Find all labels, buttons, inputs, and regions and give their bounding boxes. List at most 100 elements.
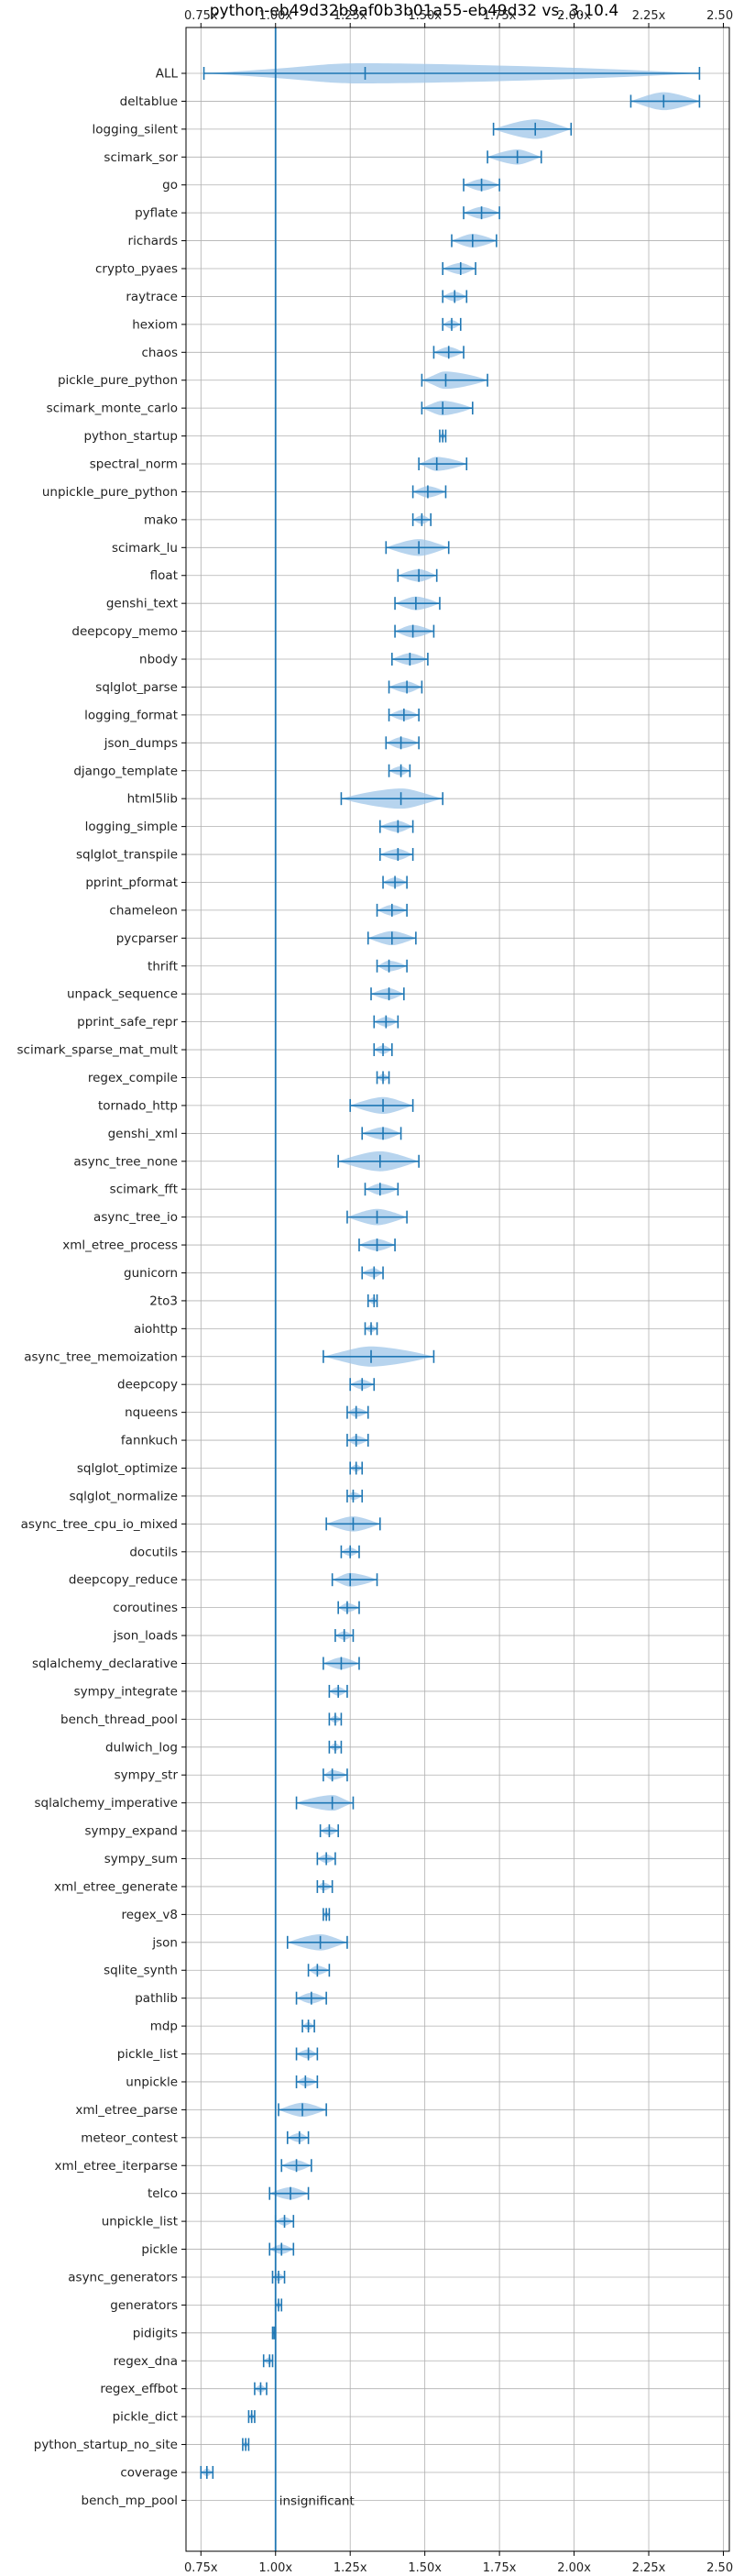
- category-label: ALL: [156, 67, 179, 82]
- category-label: sqlalchemy_imperative: [35, 1796, 179, 1811]
- category-label: bench_mp_pool: [82, 2493, 178, 2508]
- x-tick-label-top: 2.50x: [706, 9, 733, 23]
- category-label: scimark_monte_carlo: [47, 402, 178, 416]
- category-label: spectral_norm: [90, 457, 178, 472]
- category-label: pycparser: [116, 931, 179, 946]
- category-label: hexiom: [132, 317, 178, 332]
- x-tick-label-top: 2.25x: [632, 9, 666, 23]
- x-tick-label-top: 2.00x: [557, 9, 591, 23]
- x-tick-label-bottom: 1.50x: [408, 2561, 442, 2575]
- category-label: pickle_dict: [113, 2410, 178, 2425]
- category-label: deepcopy_reduce: [69, 1573, 178, 1588]
- category-label: deltablue: [120, 94, 178, 109]
- category-label: deepcopy_memo: [71, 624, 178, 639]
- category-label: gunicorn: [124, 1266, 178, 1281]
- category-label: telco: [148, 2186, 178, 2201]
- category-label: html5lib: [127, 792, 178, 807]
- category-label: fannkuch: [121, 1434, 178, 1448]
- category-label: scimark_sor: [104, 150, 178, 165]
- category-label: sympy_expand: [84, 1824, 178, 1839]
- category-label: logging_format: [84, 708, 178, 722]
- category-label: dulwich_log: [105, 1740, 178, 1755]
- category-label: aiohttp: [134, 1322, 178, 1337]
- x-tick-label-top: 1.25x: [334, 9, 367, 23]
- category-label: bench_thread_pool: [60, 1712, 178, 1727]
- category-label: float: [150, 568, 178, 583]
- category-label: async_tree_io: [93, 1210, 178, 1225]
- x-tick-label-top: 1.00x: [258, 9, 292, 23]
- category-label: python_startup_no_site: [34, 2438, 178, 2452]
- category-label: pickle: [141, 2242, 178, 2257]
- category-label: xml_etree_iterparse: [55, 2159, 179, 2174]
- category-label: mdp: [150, 2020, 178, 2034]
- category-label: scimark_fft: [110, 1183, 178, 1197]
- category-label: pyflate: [135, 206, 178, 221]
- x-tick-label-bottom: 2.50x: [706, 2561, 733, 2575]
- category-label: deepcopy: [117, 1378, 178, 1393]
- category-label: tornado_http: [98, 1098, 178, 1113]
- category-label: genshi_text: [106, 597, 178, 611]
- category-label: async_tree_cpu_io_mixed: [21, 1517, 178, 1532]
- category-label: chameleon: [109, 903, 178, 918]
- category-label: raytrace: [126, 290, 178, 304]
- x-tick-label-bottom: 2.25x: [632, 2561, 666, 2575]
- category-label: pprint_safe_repr: [77, 1015, 178, 1029]
- category-label: crypto_pyaes: [95, 262, 178, 277]
- category-label: regex_effbot: [100, 2382, 178, 2396]
- category-label: django_template: [73, 764, 178, 778]
- category-label: json_dumps: [104, 736, 178, 751]
- category-label: pprint_pformat: [85, 875, 178, 890]
- category-label: scimark_lu: [112, 541, 178, 556]
- insignificant-annotation: insignificant: [279, 2493, 355, 2508]
- category-label: meteor_contest: [81, 2130, 178, 2145]
- violins: insignificant: [200, 28, 701, 2551]
- plot-frame: [185, 27, 730, 2552]
- category-label: sympy_sum: [104, 1852, 178, 1866]
- category-label: richards: [128, 234, 178, 248]
- category-label: sqlalchemy_declarative: [32, 1657, 178, 1671]
- category-label: go: [162, 178, 178, 193]
- category-label: sqlglot_parse: [95, 680, 178, 695]
- category-label: sqlglot_transpile: [76, 848, 178, 863]
- category-label: sympy_integrate: [74, 1684, 178, 1699]
- category-label: unpack_sequence: [67, 987, 178, 1002]
- category-label: sqlglot_optimize: [77, 1461, 178, 1476]
- category-label: logging_simple: [85, 820, 178, 834]
- chart-title: python-eb49d32b9af0b3b01a55-eb49d32 vs. …: [210, 2, 618, 20]
- category-label: pathlib: [135, 1991, 178, 2006]
- category-label: 2to3: [149, 1294, 178, 1308]
- x-tick-label-bottom: 1.25x: [334, 2561, 367, 2575]
- x-tick-label-bottom: 2.00x: [557, 2561, 591, 2575]
- category-label: json: [151, 1935, 178, 1950]
- x-tick-label-bottom: 1.75x: [483, 2561, 517, 2575]
- category-label: sqlglot_normalize: [70, 1489, 178, 1503]
- x-tick-label-top: 1.50x: [408, 9, 442, 23]
- category-label: generators: [110, 2298, 178, 2313]
- category-label: xml_etree_parse: [75, 2103, 178, 2118]
- category-label: python_startup: [83, 429, 178, 444]
- category-label: coverage: [120, 2465, 178, 2480]
- grid: [186, 28, 729, 2551]
- x-tick-label-bottom: 0.75x: [184, 2561, 218, 2575]
- category-label: logging_silent: [93, 122, 178, 137]
- category-label: async_tree_memoization: [24, 1349, 178, 1364]
- category-label: nqueens: [125, 1405, 178, 1420]
- category-label: unpickle_list: [102, 2215, 178, 2229]
- category-label: json_loads: [113, 1629, 178, 1644]
- category-label: coroutines: [113, 1601, 178, 1615]
- x-tick-label-bottom: 1.00x: [258, 2561, 292, 2575]
- category-label: thrift: [148, 959, 178, 974]
- category-label: unpickle: [126, 2075, 178, 2089]
- category-label: sqlite_synth: [104, 1964, 178, 1978]
- category-label: regex_compile: [88, 1071, 178, 1085]
- category-label: chaos: [141, 346, 178, 360]
- x-tick-label-top: 0.75x: [184, 9, 218, 23]
- axes: 0.75x 0.75x 1.00x 1.00x 1.25x 1.25x 1.50x 1.50x…: [181, 9, 733, 2575]
- category-label: regex_v8: [121, 1908, 178, 1922]
- category-label: nbody: [139, 653, 178, 667]
- category-label: xml_etree_process: [62, 1238, 178, 1253]
- category-label: async_generators: [68, 2270, 178, 2284]
- category-label: regex_dna: [114, 2354, 178, 2369]
- category-label: async_tree_none: [73, 1154, 178, 1169]
